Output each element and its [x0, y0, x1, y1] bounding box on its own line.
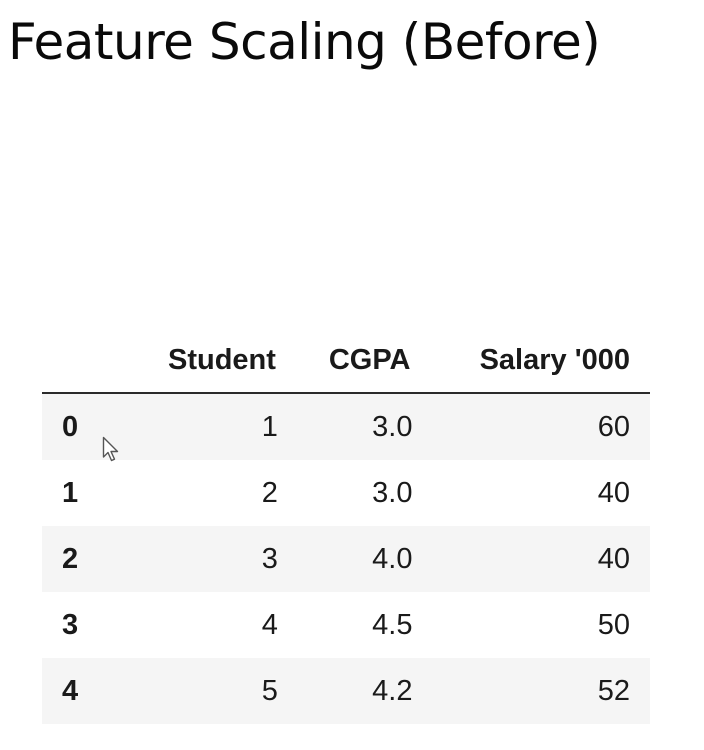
salary-cell: 60	[597, 410, 630, 443]
salary-cell: 52	[597, 674, 630, 707]
cgpa-cell: 4.0	[372, 542, 413, 575]
table-row: 0 1 3.0 60	[42, 393, 650, 460]
table-body: 0 1 3.0 60 1 2 3.0 40 2 3 4.0 40 3 4 4.5…	[42, 393, 650, 724]
table-row: 1 2 3.0 40	[42, 460, 650, 526]
index-column-header	[42, 328, 133, 394]
cgpa-cell: 3.0	[372, 476, 413, 509]
slide-title: Feature Scaling (Before)	[8, 13, 601, 71]
cgpa-cell: 3.0	[372, 410, 413, 443]
student-cell: 4	[261, 608, 278, 641]
student-cell: 5	[261, 674, 278, 707]
table-row: 3 4 4.5 50	[42, 592, 650, 658]
mouse-pointer-icon	[102, 436, 119, 462]
cgpa-cell: 4.2	[372, 674, 413, 707]
row-index: 1	[62, 476, 79, 509]
table-row: 2 3 4.0 40	[42, 526, 650, 592]
header-row: Student CGPA Salary '000	[42, 328, 650, 394]
cgpa-cell: 4.5	[372, 608, 413, 641]
row-index: 2	[62, 542, 79, 575]
student-cell: 1	[261, 410, 278, 443]
salary-cell: 40	[597, 542, 630, 575]
row-index: 3	[62, 608, 79, 641]
student-column-header: Student	[132, 328, 278, 394]
table-header: Student CGPA Salary '000	[42, 328, 650, 394]
cgpa-column-header: CGPA	[277, 328, 413, 394]
student-cell: 2	[261, 476, 278, 509]
salary-cell: 50	[597, 608, 630, 641]
row-index: 0	[62, 410, 79, 443]
student-cell: 3	[261, 542, 278, 575]
dataframe-table: Student CGPA Salary '000 0 1 3.0 60 1 2 …	[42, 328, 650, 724]
table-row: 4 5 4.2 52	[42, 658, 650, 724]
salary-cell: 40	[597, 476, 630, 509]
row-index: 4	[62, 674, 79, 707]
salary-column-header: Salary '000	[412, 328, 650, 394]
